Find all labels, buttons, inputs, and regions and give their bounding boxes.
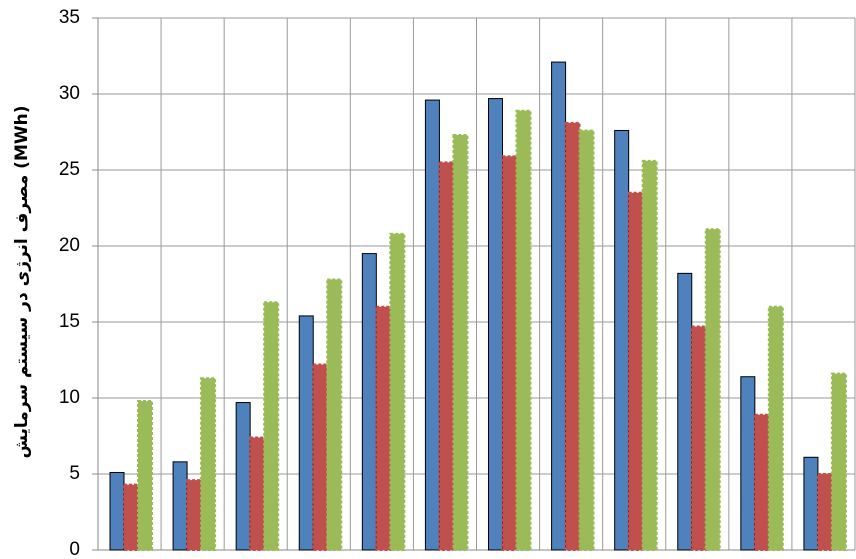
bar [137, 400, 153, 552]
bar [767, 305, 784, 551]
bar [263, 301, 280, 551]
bar [501, 155, 518, 551]
bar [109, 471, 125, 551]
bar [361, 253, 377, 551]
bar [803, 456, 819, 551]
bar [830, 372, 847, 551]
bar [614, 129, 630, 551]
bar [641, 159, 658, 551]
bar [298, 315, 314, 551]
bar [235, 402, 251, 551]
bar [690, 325, 707, 551]
bar [123, 483, 139, 552]
bar [816, 473, 833, 551]
bar [312, 363, 329, 551]
bar [740, 376, 756, 551]
y-tick-label: 25 [59, 159, 80, 180]
bar [249, 436, 266, 551]
bar [753, 413, 770, 551]
bar [515, 109, 532, 551]
bar [677, 272, 693, 551]
y-tick-label: 20 [59, 235, 80, 256]
y-tick-label: 15 [59, 311, 80, 332]
bar [424, 99, 440, 551]
bar [389, 232, 406, 551]
bar [186, 479, 203, 551]
bar [326, 278, 343, 551]
y-tick-label: 10 [59, 387, 80, 408]
bar [627, 191, 644, 552]
bar [438, 161, 455, 551]
y-tick-label: 35 [59, 7, 80, 28]
bar [704, 228, 721, 551]
y-tick-label: 5 [69, 463, 80, 484]
y-tick-label: 0 [69, 539, 80, 559]
y-tick-label: 30 [59, 83, 80, 104]
bar [172, 461, 188, 551]
bar [488, 98, 503, 551]
bar [200, 377, 217, 551]
bar [375, 305, 392, 551]
bar [452, 134, 469, 551]
bar [551, 61, 567, 551]
bar [564, 121, 581, 551]
y-axis-label: مصرف انرژی در سیستم سرمایش (MWh) [12, 105, 32, 458]
bar [578, 129, 595, 551]
